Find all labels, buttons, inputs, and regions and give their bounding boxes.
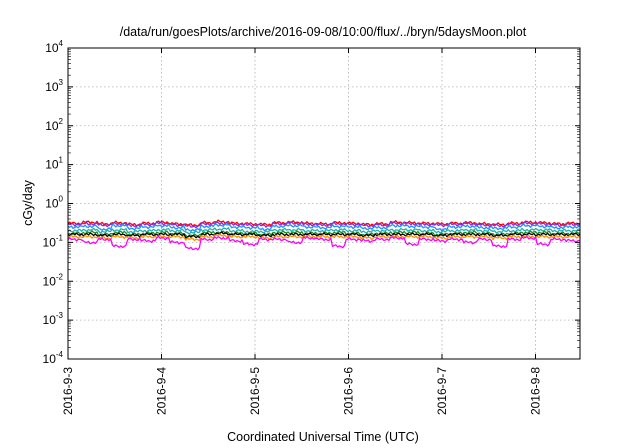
x-axis: 2016-9-3 2016-9-4 2016-9-5 2016-9-6 2016-9-7… [61,48,543,415]
y-tick-label: 100 [45,195,63,211]
x-axis-title: Coordinated Universal Time (UTC) [227,430,419,444]
y-tick-label: 103 [45,78,63,94]
series-line-7 [67,233,581,242]
x-tick-label: 2016-9-7 [435,367,449,415]
y-tick-label: 102 [45,117,63,133]
grid [68,48,580,359]
y-axis: 10-4 10-3 10-2 10-1 100 101 102 103 104 [43,39,580,366]
chart-title: /data/run/goesPlots/archive/2016-09-08/1… [120,25,527,39]
y-tick-label: 104 [45,39,63,55]
x-tick-label: 2016-9-5 [248,367,262,415]
series-layer [67,219,581,251]
x-tick-label: 2016-9-6 [342,367,356,415]
y-tick-label: 10-4 [43,350,64,366]
x-tick-label: 2016-9-3 [61,367,75,415]
series-line-4 [67,227,581,235]
y-tick-label: 101 [45,156,63,172]
y-tick-label: 10-1 [43,233,64,249]
y-tick-label: 10-2 [43,272,64,288]
series-line-8 [67,235,581,251]
series-line-2 [67,221,581,229]
series-line-3 [67,223,581,232]
y-axis-title: cGy/day [21,179,35,226]
x-tick-label: 2016-9-8 [529,367,543,415]
y-tick-label: 10-3 [43,311,64,327]
x-tick-label: 2016-9-4 [155,367,169,415]
